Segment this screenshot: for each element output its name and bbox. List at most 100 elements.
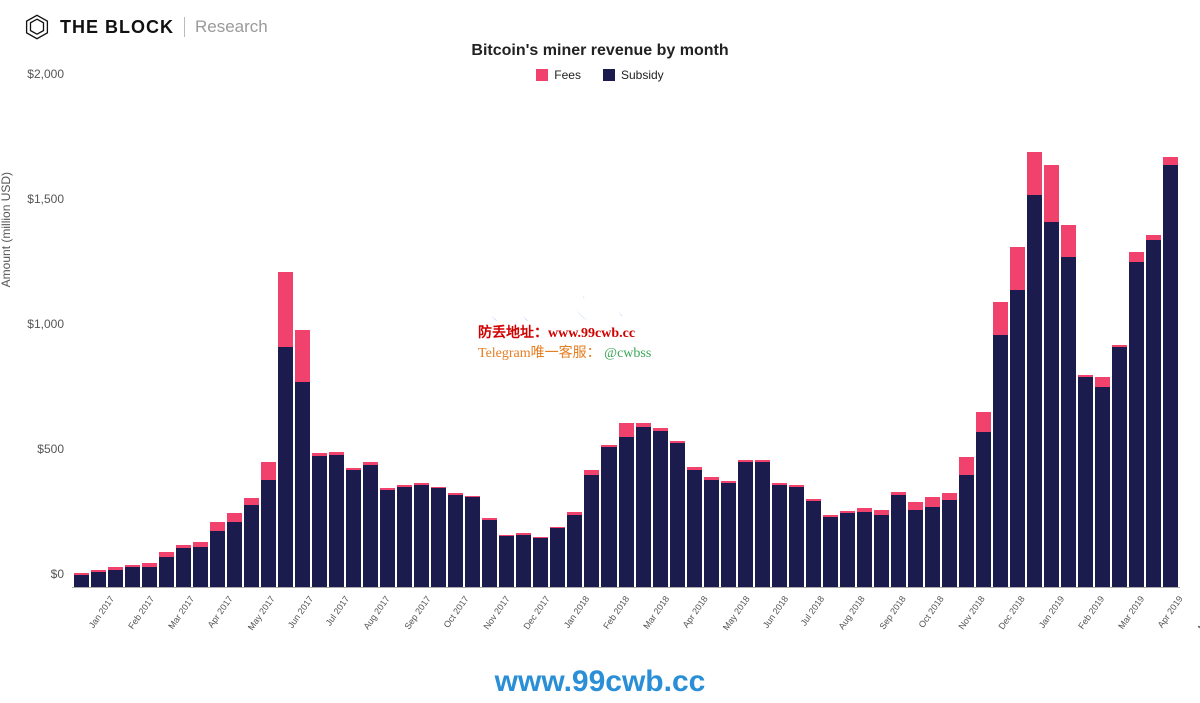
bar-column <box>159 88 174 587</box>
bar-segment-fees <box>1010 247 1025 290</box>
legend-item-subsidy: Subsidy <box>603 68 664 82</box>
bar-column <box>1061 88 1076 587</box>
x-tick-label: Feb 2018 <box>601 594 631 631</box>
bar-segment-subsidy <box>1129 262 1144 587</box>
bar-segment-subsidy <box>976 432 991 587</box>
bar-segment-subsidy <box>1163 165 1178 588</box>
x-tick-label: Apr 2018 <box>681 594 710 630</box>
brand-divider <box>184 17 185 37</box>
bar-column <box>738 88 753 587</box>
bar-segment-subsidy <box>1027 195 1042 588</box>
bar-segment-subsidy <box>823 517 838 587</box>
bar-segment-subsidy <box>891 495 906 588</box>
y-tick: $1,500 <box>27 192 64 206</box>
bar-segment-subsidy <box>1095 387 1110 587</box>
bar-segment-subsidy <box>431 488 446 587</box>
bar-segment-subsidy <box>414 485 429 588</box>
bar-column <box>261 88 276 587</box>
bar-segment-subsidy <box>789 487 804 587</box>
bar-column <box>227 88 242 587</box>
bar-segment-subsidy <box>465 497 480 587</box>
bar-segment-fees <box>295 330 310 383</box>
bar-segment-subsidy <box>244 505 259 588</box>
bar-segment-subsidy <box>670 443 685 587</box>
y-axis-label: Amount (million USD) <box>0 172 13 287</box>
x-axis-labels: Jan 2017Feb 2017Mar 2017Apr 2017May 2017… <box>72 592 1180 602</box>
x-tick-label: May 2019 <box>1195 594 1200 632</box>
bar-segment-subsidy <box>312 456 327 587</box>
bar-segment-fees <box>925 497 940 507</box>
bar-column <box>431 88 446 587</box>
bar-segment-subsidy <box>261 480 276 588</box>
bar-column <box>1095 88 1110 587</box>
x-tick-label: Sep 2018 <box>877 594 907 631</box>
bar-segment-fees <box>261 462 276 480</box>
bar-segment-subsidy <box>91 572 106 587</box>
watermark-telegram-label: Telegram唯一客服： <box>478 346 601 361</box>
bar-segment-subsidy <box>1010 290 1025 588</box>
bar-segment-subsidy <box>193 547 208 587</box>
x-tick-label: Jan 2018 <box>562 594 591 630</box>
bar-column <box>74 88 89 587</box>
bar-segment-subsidy <box>125 567 140 587</box>
bar-column <box>1078 88 1093 587</box>
bar-segment-subsidy <box>295 382 310 587</box>
bar-segment-fees <box>976 412 991 432</box>
bar-column <box>1044 88 1059 587</box>
chart-title: Bitcoin's miner revenue by month <box>0 42 1200 60</box>
x-tick-label: Jan 2019 <box>1037 594 1066 630</box>
bar-column <box>993 88 1008 587</box>
x-tick-label: Jun 2017 <box>286 594 315 630</box>
bar-segment-subsidy <box>1078 377 1093 587</box>
logo-icon <box>24 14 50 40</box>
bar-column <box>244 88 259 587</box>
bar-segment-subsidy <box>925 507 940 587</box>
bar-segment-subsidy <box>874 515 889 588</box>
bar-column <box>1112 88 1127 587</box>
bar-segment-subsidy <box>516 535 531 588</box>
bar-column <box>414 88 429 587</box>
bar-segment-subsidy <box>942 500 957 588</box>
bar-segment-subsidy <box>806 501 821 587</box>
bar-column <box>1010 88 1025 587</box>
x-tick-label: Jan 2017 <box>87 594 116 630</box>
bar-column <box>670 88 685 587</box>
bar-segment-subsidy <box>1146 240 1161 588</box>
watermark-telegram-line: Telegram唯一客服： @cwbss <box>478 342 651 362</box>
bar-segment-subsidy <box>755 462 770 587</box>
bar-column <box>125 88 140 587</box>
bar-column <box>908 88 923 587</box>
bar-column <box>806 88 821 587</box>
x-tick-label: Nov 2018 <box>956 594 986 631</box>
x-tick-label: Nov 2017 <box>481 594 511 631</box>
bar-segment-subsidy <box>1112 347 1127 587</box>
bar-segment-subsidy <box>227 522 242 587</box>
bar-segment-fees <box>227 513 242 522</box>
bar-segment-subsidy <box>567 515 582 588</box>
bar-segment-fees <box>908 502 923 510</box>
bar-segment-subsidy <box>738 462 753 587</box>
x-tick-label: Aug 2018 <box>837 594 867 631</box>
footer-url-watermark: www.99cwb.cc <box>495 665 706 699</box>
bar-segment-subsidy <box>619 437 634 587</box>
x-tick-label: Feb 2017 <box>126 594 156 631</box>
bar-segment-fees <box>1027 152 1042 195</box>
bar-segment-subsidy <box>601 447 616 587</box>
bar-column <box>687 88 702 587</box>
watermark-red-label: 防丢地址： <box>478 326 548 341</box>
bar-segment-subsidy <box>772 485 787 588</box>
y-tick: $500 <box>37 442 64 456</box>
bar-segment-subsidy <box>448 495 463 588</box>
watermark-red-url: www.99cwb.cc <box>548 326 635 341</box>
x-tick-label: Apr 2017 <box>206 594 235 630</box>
bar-column <box>789 88 804 587</box>
bar-segment-subsidy <box>908 510 923 588</box>
legend-swatch-subsidy <box>603 69 615 81</box>
brand-name: THE BLOCK <box>60 17 174 38</box>
brand-sub: Research <box>195 17 268 37</box>
x-tick-label: May 2018 <box>720 594 751 632</box>
bar-segment-fees <box>1129 252 1144 262</box>
bar-segment-fees <box>1061 225 1076 258</box>
x-tick-label: Jul 2018 <box>799 594 827 628</box>
bar-segment-subsidy <box>329 455 344 588</box>
